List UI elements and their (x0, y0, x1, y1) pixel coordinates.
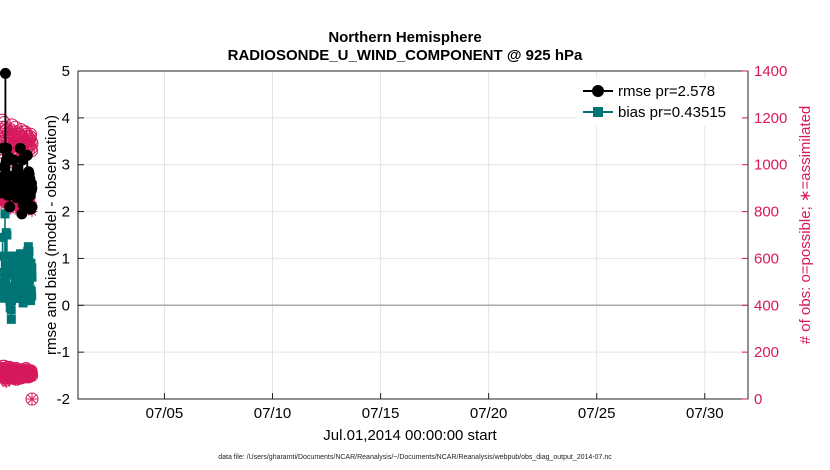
y-right-tick-label: 600 (754, 250, 779, 267)
y-tick-label: 5 (62, 63, 70, 80)
legend-rmse-label: rmse pr=2.578 (618, 83, 715, 100)
plot-frame (77, 70, 749, 400)
legend-bias-label: bias pr=0.43515 (618, 104, 726, 121)
x-axis-label: Jul.01,2014 00:00:00 start (323, 427, 497, 444)
bias-point (14, 265, 24, 275)
bias-point (0, 251, 7, 261)
x-tick-label: 07/20 (470, 405, 508, 422)
rmse-point (16, 208, 28, 220)
legend: rmse pr=2.578 bias pr=0.43515 (576, 78, 742, 126)
assimilated-obs-point (26, 371, 38, 383)
y-tick-label: 3 (62, 157, 70, 174)
bias-point (0, 209, 10, 219)
bias-point (10, 258, 20, 268)
y-tick-label: -2 (57, 391, 70, 408)
bias-point (13, 272, 23, 282)
bias-series (0, 209, 37, 324)
footnote: data file: /Users/gharamti/Documents/NCA… (218, 454, 612, 461)
assimilated-obs-point (26, 393, 38, 405)
y-axis-label: rmse and bias (model - observation) (43, 115, 60, 355)
bias-point (26, 258, 36, 268)
rmse-point (7, 154, 19, 166)
bias-point (27, 272, 37, 282)
y-tick-label: -1 (57, 344, 70, 361)
rmse-point (1, 142, 13, 154)
chart-subtitle: RADIOSONDE_U_WIND_COMPONENT @ 925 hPa (228, 47, 583, 64)
bias-point (6, 305, 16, 315)
x-tick-label: 07/25 (578, 405, 616, 422)
bias-point (27, 291, 37, 301)
bias-point (26, 286, 36, 296)
rmse-series (0, 67, 38, 220)
chart-title: Northern Hemisphere (328, 29, 481, 46)
x-tick-label: 07/05 (146, 405, 184, 422)
y-right-tick-label: 800 (754, 204, 779, 221)
rmse-point (26, 201, 38, 213)
bias-point (24, 251, 34, 261)
y-right-tick-label: 1400 (754, 63, 787, 80)
bias-point (23, 242, 33, 252)
y-right-tick-label: 200 (754, 344, 779, 361)
y-tick-label: 1 (62, 250, 70, 267)
y-tick-label: 0 (62, 297, 70, 314)
y-right-tick-label: 1000 (754, 157, 787, 174)
bias-point (17, 253, 27, 263)
y-tick-label: 2 (62, 204, 70, 221)
y-tick-label: 4 (62, 110, 70, 127)
plot-area: -2 -1 0 1 2 3 4 5 0 200 400 600 800 1000 1200 1400 07/05… (0, 63, 787, 422)
plot-background (78, 71, 748, 399)
legend-entry-rmse: rmse pr=2.578 (583, 83, 715, 100)
bias-point (16, 249, 26, 259)
rmse-point (26, 182, 38, 194)
bias-point (7, 270, 17, 280)
bias-point (27, 263, 37, 273)
x-tick-label: 07/10 (254, 405, 292, 422)
y-right-tick-label: 1200 (754, 110, 787, 127)
y-axis-label-right: # of obs: o=possible; ∗=assimilated (797, 106, 814, 345)
legend-entry-bias: bias pr=0.43515 (583, 104, 726, 121)
legend-rmse-marker (592, 85, 604, 97)
y-right-tick-label: 400 (754, 297, 779, 314)
legend-box (576, 78, 742, 126)
rmse-point (14, 142, 26, 154)
possible-obs-point (25, 392, 39, 406)
possible-obs-point (24, 127, 38, 141)
rmse-point (0, 67, 11, 79)
rmse-point (4, 201, 16, 213)
bias-point (0, 277, 7, 287)
bias-point (26, 296, 36, 306)
axis-ticks: -2 -1 0 1 2 3 4 5 0 200 400 600 800 1000 1200 1400 07/05… (57, 63, 788, 422)
legend-bias-marker (593, 107, 603, 117)
bias-point (24, 246, 34, 256)
y-right-tick-label: 0 (754, 391, 762, 408)
bias-point (6, 314, 16, 324)
data-marks (0, 67, 39, 406)
possible-obs-point (25, 137, 39, 151)
x-tick-label: 07/30 (686, 405, 724, 422)
rmse-point (21, 149, 33, 161)
x-tick-label: 07/15 (362, 405, 400, 422)
bias-point (10, 253, 20, 263)
bias-point (2, 230, 12, 240)
